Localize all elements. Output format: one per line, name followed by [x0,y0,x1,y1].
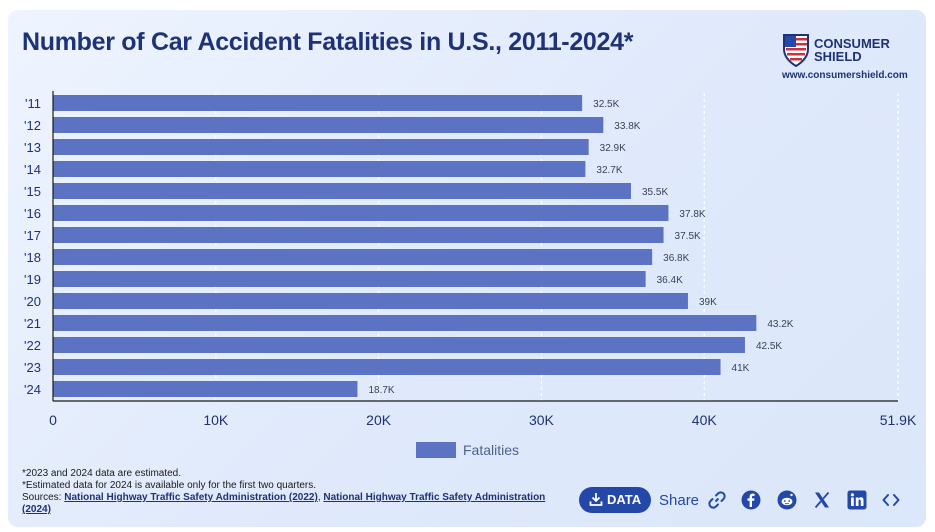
y-tick-label: '17 [24,228,41,243]
y-tick-label: '12 [24,118,41,133]
bar[interactable] [53,249,653,265]
bar[interactable] [53,293,688,309]
reddit-icon[interactable] [777,490,797,510]
data-label: 35.5K [642,187,668,198]
brand-line-1: CONSUMER [814,36,890,51]
shield-flag-icon [783,34,809,67]
x-tick-label: 40K [692,412,718,428]
data-label: 33.8K [614,121,640,132]
data-label: 32.9K [600,143,626,154]
data-label: 42.5K [756,341,782,352]
x-tick-label: 30K [529,412,555,428]
data-label: 32.5K [593,99,619,110]
y-tick-label: '15 [24,184,41,199]
bar[interactable] [53,381,358,397]
y-tick-label: '14 [24,162,41,177]
sources-separator: , [317,492,324,503]
linkedin-icon[interactable] [847,490,867,510]
y-tick-label: '20 [24,294,41,309]
y-tick-label: '13 [24,140,41,155]
bar[interactable] [53,359,721,375]
legend-label: Fatalities [463,442,520,458]
footer-notes: *2023 and 2024 data are estimated. *Esti… [22,468,552,516]
bar[interactable] [53,161,586,177]
y-tick-label: '24 [24,382,41,397]
x-tick-label: 10K [203,412,229,428]
x-icon[interactable] [812,490,832,510]
y-tick-label: '19 [24,272,41,287]
download-icon [589,493,603,506]
bar[interactable] [53,183,631,199]
sources: Sources: National Highway Traffic Safety… [22,492,552,516]
y-tick-label: '23 [24,360,41,375]
x-tick-label: 0 [49,412,57,428]
data-label: 41K [732,363,750,374]
data-label: 43.2K [767,319,793,330]
data-label: 36.8K [663,253,689,264]
data-download-button[interactable]: DATA [579,487,651,513]
bar[interactable] [53,205,669,221]
y-tick-label: '11 [25,96,41,111]
brand-line-2: SHIELD [814,49,862,64]
brand-logo[interactable]: CONSUMER SHIELD www.consumershield.com [778,33,918,83]
y-tick-label: '22 [24,338,41,353]
bar[interactable] [53,227,664,243]
bar[interactable] [53,337,745,353]
link-icon[interactable] [707,490,727,510]
data-label: 37.5K [675,231,701,242]
y-tick-label: '16 [24,206,41,221]
data-label: 36.4K [657,275,683,286]
embed-icon[interactable] [881,490,901,510]
source-link-2022[interactable]: National Highway Traffic Safety Administ… [64,492,318,503]
page-title: Number of Car Accident Fatalities in U.S… [22,28,634,56]
data-label: 32.7K [596,165,622,176]
x-tick-label: 20K [366,412,392,428]
sources-prefix: Sources: [22,492,65,503]
y-tick-label: '18 [24,250,41,265]
data-button-label: DATA [607,492,642,507]
data-label: 37.8K [679,209,705,220]
bar[interactable] [53,117,604,133]
brand-url: www.consumershield.com [782,70,908,81]
bar[interactable] [53,315,757,331]
data-label: 39K [699,297,717,308]
data-label: 18.7K [368,385,394,396]
legend-swatch [416,442,456,458]
footnote-2024: *Estimated data for 2024 is available on… [22,480,317,491]
source-link-2024[interactable]: National Highway Traffic Safety Administ… [22,492,546,515]
share-label[interactable]: Share [659,492,700,509]
bar[interactable] [53,271,646,287]
x-tick-label: 51.9K [880,412,917,428]
facebook-icon[interactable] [741,490,761,510]
bar[interactable] [53,139,589,155]
y-tick-label: '21 [24,316,41,331]
footnote-estimated: *2023 and 2024 data are estimated. [22,468,182,479]
brand-name: CONSUMER SHIELD [814,37,914,63]
bar[interactable] [53,95,583,111]
